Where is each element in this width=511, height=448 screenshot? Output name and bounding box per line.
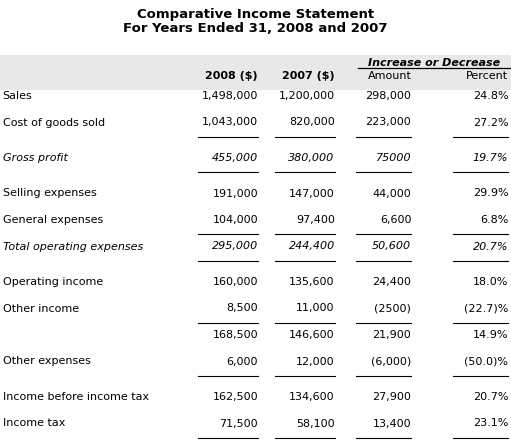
Text: (6,000): (6,000)	[371, 357, 411, 366]
Text: Percent: Percent	[467, 71, 508, 81]
Text: 20.7%: 20.7%	[473, 241, 508, 251]
Text: 191,000: 191,000	[213, 189, 258, 198]
Text: 147,000: 147,000	[289, 189, 335, 198]
Text: 21,900: 21,900	[373, 330, 411, 340]
Text: 1,200,000: 1,200,000	[278, 91, 335, 101]
Text: 18.0%: 18.0%	[473, 277, 508, 287]
Text: 50,600: 50,600	[372, 241, 411, 251]
Text: 97,400: 97,400	[296, 215, 335, 225]
Text: For Years Ended 31, 2008 and 2007: For Years Ended 31, 2008 and 2007	[123, 22, 388, 35]
Text: 14.9%: 14.9%	[473, 330, 508, 340]
Text: 71,500: 71,500	[219, 418, 258, 428]
Text: Income before income tax: Income before income tax	[3, 392, 149, 402]
Text: 29.9%: 29.9%	[473, 189, 508, 198]
Text: 24.8%: 24.8%	[473, 91, 508, 101]
Text: 8,500: 8,500	[226, 303, 258, 314]
Text: 27.2%: 27.2%	[473, 117, 508, 128]
Text: (22.7)%: (22.7)%	[464, 303, 508, 314]
Text: Sales: Sales	[3, 91, 32, 101]
Text: 6.8%: 6.8%	[480, 215, 508, 225]
Text: 162,500: 162,500	[213, 392, 258, 402]
Text: 11,000: 11,000	[296, 303, 335, 314]
Text: 134,600: 134,600	[289, 392, 335, 402]
Text: Operating income: Operating income	[3, 277, 103, 287]
Text: 20.7%: 20.7%	[473, 392, 508, 402]
Text: 244,400: 244,400	[288, 241, 335, 251]
Text: (50.0)%: (50.0)%	[464, 357, 508, 366]
Text: 380,000: 380,000	[288, 153, 335, 163]
Text: Gross profit: Gross profit	[3, 153, 67, 163]
Text: 104,000: 104,000	[213, 215, 258, 225]
Text: General expenses: General expenses	[3, 215, 103, 225]
Text: 6,000: 6,000	[226, 357, 258, 366]
Text: Increase or Decrease: Increase or Decrease	[368, 58, 500, 68]
Text: 19.7%: 19.7%	[473, 153, 508, 163]
Text: 223,000: 223,000	[365, 117, 411, 128]
Text: 295,000: 295,000	[212, 241, 258, 251]
Text: Selling expenses: Selling expenses	[3, 189, 96, 198]
Text: 2007 ($): 2007 ($)	[282, 71, 335, 81]
Text: Other income: Other income	[3, 303, 79, 314]
Text: 12,000: 12,000	[296, 357, 335, 366]
Text: 24,400: 24,400	[373, 277, 411, 287]
Text: 820,000: 820,000	[289, 117, 335, 128]
Text: Total operating expenses: Total operating expenses	[3, 241, 143, 251]
Text: 44,000: 44,000	[373, 189, 411, 198]
Text: Other expenses: Other expenses	[3, 357, 90, 366]
Text: 135,600: 135,600	[289, 277, 335, 287]
Text: Income tax: Income tax	[3, 418, 65, 428]
Text: 455,000: 455,000	[212, 153, 258, 163]
Text: Comparative Income Statement: Comparative Income Statement	[137, 8, 374, 21]
Text: (2500): (2500)	[375, 303, 411, 314]
FancyBboxPatch shape	[0, 55, 511, 90]
Text: 298,000: 298,000	[365, 91, 411, 101]
Text: 146,600: 146,600	[289, 330, 335, 340]
Text: 1,498,000: 1,498,000	[202, 91, 258, 101]
Text: 13,400: 13,400	[373, 418, 411, 428]
Text: 2008 ($): 2008 ($)	[205, 71, 258, 81]
Text: Cost of goods sold: Cost of goods sold	[3, 117, 105, 128]
Text: 168,500: 168,500	[213, 330, 258, 340]
Text: 160,000: 160,000	[213, 277, 258, 287]
Text: 75000: 75000	[376, 153, 411, 163]
Text: 6,600: 6,600	[380, 215, 411, 225]
Text: Amount: Amount	[367, 71, 411, 81]
Text: 23.1%: 23.1%	[473, 418, 508, 428]
Text: 58,100: 58,100	[296, 418, 335, 428]
Text: 27,900: 27,900	[373, 392, 411, 402]
Text: 1,043,000: 1,043,000	[202, 117, 258, 128]
